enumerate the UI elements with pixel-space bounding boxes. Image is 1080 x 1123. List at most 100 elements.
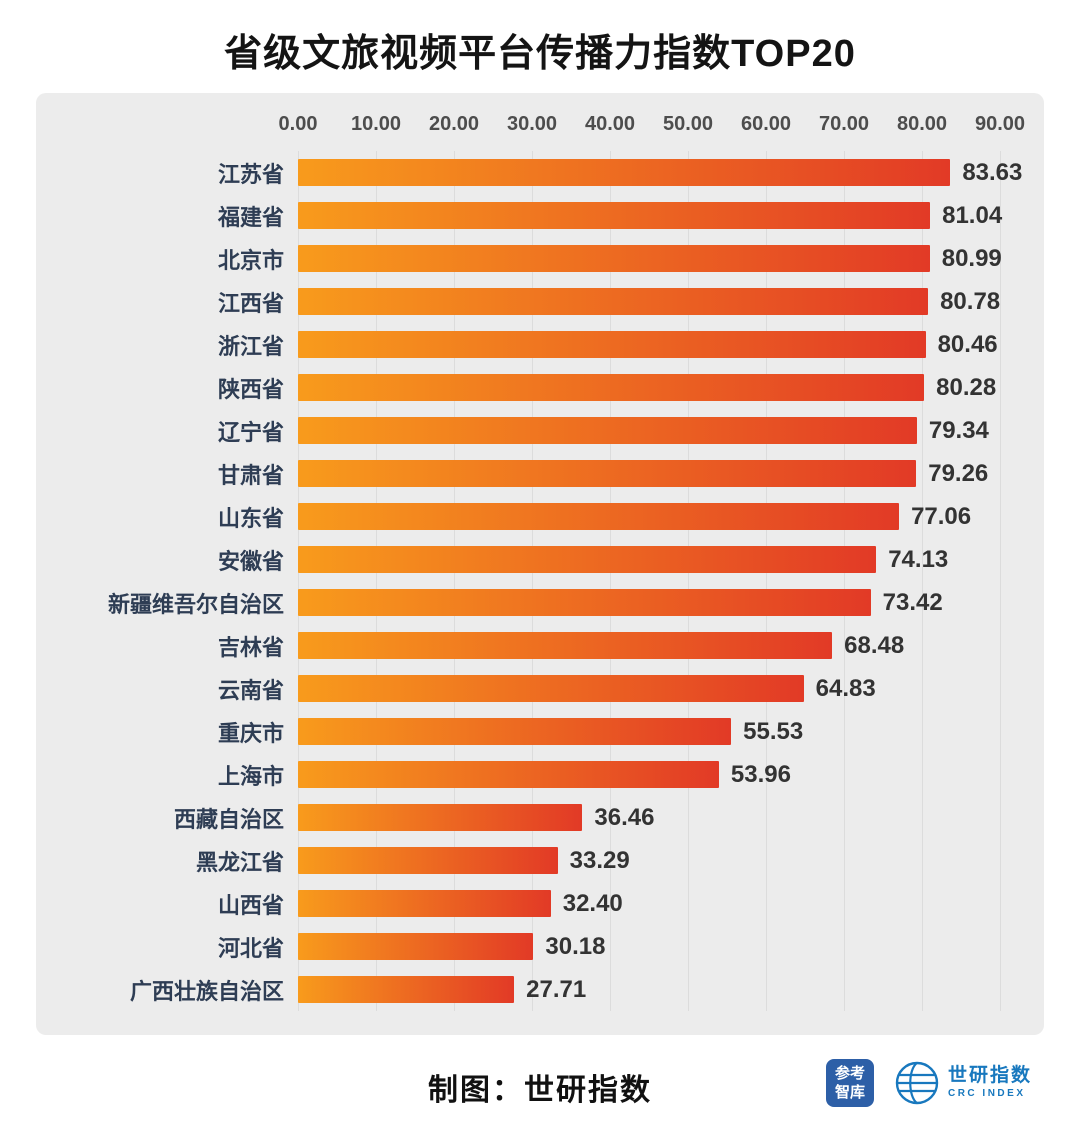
bar-area: 80.99 [298, 244, 1002, 273]
crc-index-logo: 世研指数 CRC INDEX [894, 1060, 1032, 1106]
bar [298, 374, 925, 401]
gridline [609, 151, 611, 1011]
axis-tick-label: 80.00 [896, 113, 948, 135]
bar-row: 安徽省 74.13 [56, 538, 1000, 581]
chart-panel: 0.00 10.00 20.00 30.00 40.00 50.00 60.00 70.00 8… [36, 93, 1044, 1035]
value-label: 64.83 [815, 674, 876, 702]
bar-row: 陕西省 80.28 [56, 366, 1000, 409]
bar [298, 417, 917, 444]
bar-area: 83.63 [298, 159, 1022, 187]
category-label: 安徽省 [217, 548, 284, 574]
gridline [298, 151, 299, 1011]
category-label: 西藏自治区 [173, 806, 284, 832]
gridline [766, 151, 767, 1011]
category-label: 福建省 [217, 204, 284, 230]
value-label: 80.46 [937, 330, 998, 358]
bar [298, 675, 804, 702]
category-label: 甘肃省 [217, 462, 284, 488]
gridline [532, 151, 533, 1011]
bar-rows: 江苏省 83.63 福建省 81.04 北京市 80.99 江西省 80.78 浙江省 80.46… [56, 151, 1022, 1011]
gridline [1000, 151, 1001, 1011]
bar [298, 632, 833, 659]
category-label: 上海市 [217, 763, 284, 789]
value-label: 80.28 [936, 373, 997, 401]
bar-area: 68.48 [298, 632, 1000, 660]
bar-area: 64.83 [298, 675, 1000, 703]
value-label: 30.18 [545, 932, 606, 960]
bar-area: 81.04 [298, 202, 1002, 230]
bar [298, 460, 917, 487]
cankao-zhiku-logo-line1: 参考 [834, 1064, 865, 1082]
bar-row: 甘肃省 79.26 [56, 452, 1000, 495]
axis-tick-label: 70.00 [818, 113, 870, 135]
axis-tick-label: 0.00 [278, 113, 318, 135]
bar-row: 江西省 80.78 [56, 280, 1000, 323]
bar-area: 55.53 [298, 718, 1000, 746]
value-label: 33.29 [569, 846, 630, 874]
value-label: 53.96 [730, 760, 791, 788]
bar-row: 山西省 32.40 [56, 882, 1000, 925]
axis-tick-label: 40.00 [584, 113, 636, 135]
bar-area: 79.34 [298, 417, 1000, 445]
bar [298, 761, 719, 788]
category-label: 山西省 [217, 892, 284, 918]
gridlines [298, 151, 1001, 1011]
axis-tick-label: 60.00 [740, 113, 792, 135]
bar-row: 黑龙江省 33.29 [56, 839, 1000, 882]
gridline [921, 151, 923, 1011]
axis-tick-label: 20.00 [428, 113, 480, 135]
bar-area: 36.46 [298, 804, 1000, 832]
category-label: 吉林省 [217, 634, 284, 660]
category-label: 重庆市 [217, 720, 284, 746]
gridline [844, 151, 845, 1011]
bar [298, 718, 732, 745]
bar [298, 503, 900, 530]
bar-area: 53.96 [298, 761, 1000, 789]
value-label: 80.99 [941, 244, 1002, 272]
credit-text: 制图：世研指数 [428, 1074, 652, 1107]
bar-row: 山东省 77.06 [56, 495, 1000, 538]
bar [298, 202, 931, 229]
category-label: 新疆维吾尔自治区 [107, 591, 284, 617]
bar [298, 933, 534, 960]
bar-row: 河北省 30.18 [56, 925, 1000, 968]
axis-tick-label: 30.00 [506, 113, 558, 135]
bar-area: 33.29 [298, 847, 1000, 875]
cankao-zhiku-logo-line2: 智库 [834, 1084, 865, 1101]
bar-area: 74.13 [298, 546, 1000, 574]
value-label: 73.42 [882, 588, 943, 616]
crc-index-globe-icon [895, 1061, 939, 1105]
bar-area: 32.40 [298, 890, 1000, 918]
bar-row: 重庆市 55.53 [56, 710, 1000, 753]
category-label: 黑龙江省 [195, 849, 284, 875]
bar-area: 77.06 [298, 503, 1000, 531]
value-label: 83.63 [962, 158, 1023, 186]
bar [298, 288, 929, 315]
value-label: 68.48 [844, 631, 905, 659]
footer-logos: 参考 智库 世研指数 CRC INDEX [825, 1059, 1032, 1107]
bar-area: 80.46 [298, 331, 1000, 359]
cankao-zhiku-logo: 参考 智库 [825, 1059, 874, 1107]
bar-area: 80.28 [298, 374, 1000, 402]
category-label: 辽宁省 [217, 419, 284, 445]
category-label: 江苏省 [217, 161, 284, 187]
bar-area: 27.71 [298, 976, 1000, 1004]
crc-index-logo-sub: CRC INDEX [947, 1087, 1026, 1099]
bar-row: 江苏省 83.63 [56, 151, 1022, 194]
value-label: 27.71 [526, 975, 587, 1003]
value-label: 80.78 [940, 287, 1001, 315]
bar-row: 辽宁省 79.34 [56, 409, 1000, 452]
plot-area: 江苏省 83.63 福建省 81.04 北京市 80.99 江西省 80.78 浙江省 80.46… [56, 151, 1022, 1011]
bar-area: 73.42 [298, 589, 1000, 617]
category-label: 广西壮族自治区 [129, 978, 284, 1004]
bar [298, 847, 558, 874]
value-label: 79.34 [928, 416, 989, 444]
bar [298, 546, 877, 573]
value-label: 36.46 [594, 803, 655, 831]
value-label: 77.06 [911, 502, 972, 530]
gridline [688, 151, 689, 1011]
bar-area: 80.78 [298, 288, 1000, 316]
bar [298, 589, 871, 616]
bar [298, 331, 926, 358]
bar-row: 新疆维吾尔自治区 73.42 [56, 581, 1000, 624]
